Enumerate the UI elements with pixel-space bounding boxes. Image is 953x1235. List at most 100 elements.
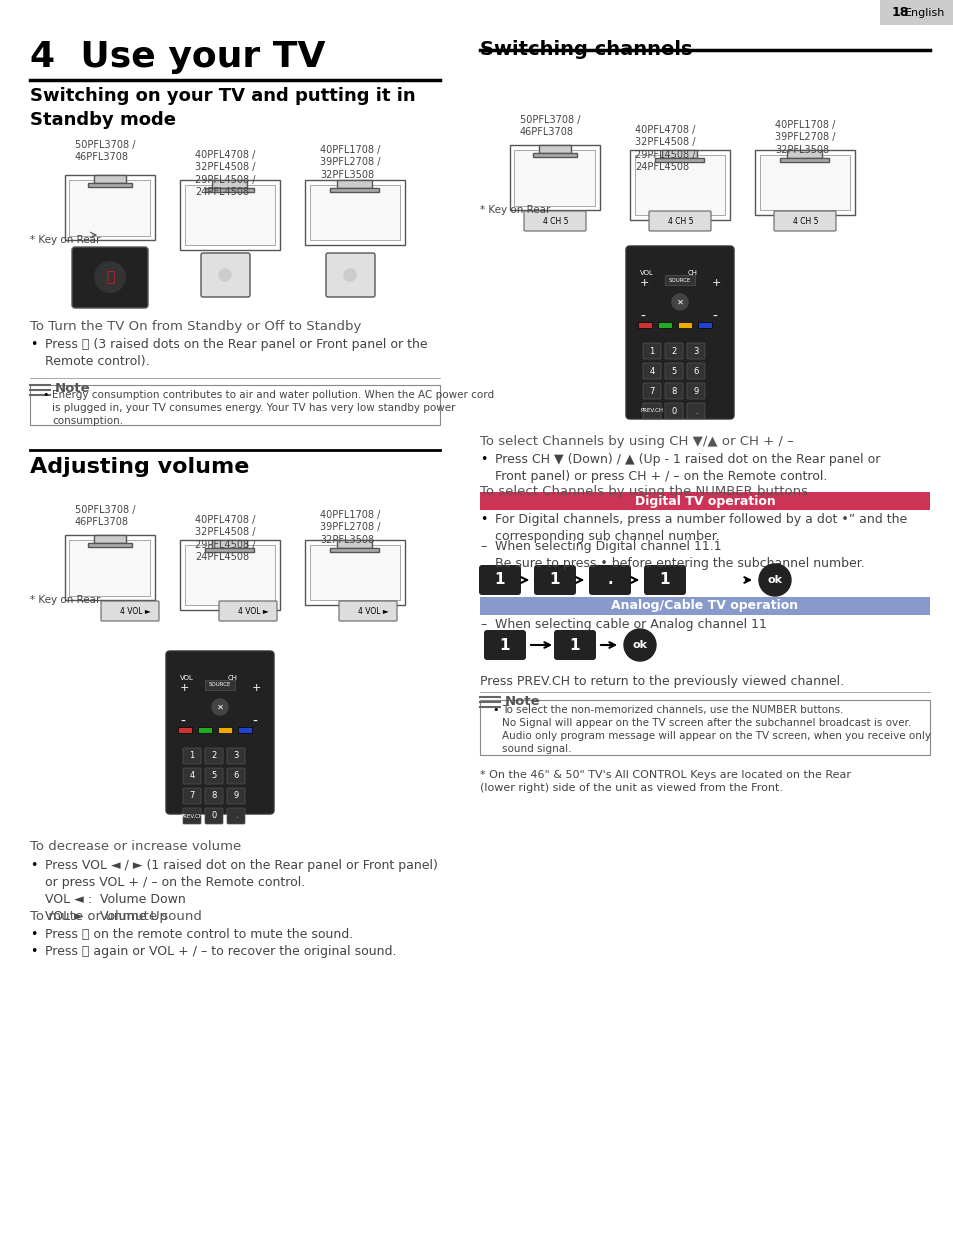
Bar bbox=[635, 156, 724, 215]
Text: PREV.CH: PREV.CH bbox=[180, 814, 203, 819]
Bar bbox=[879, 0, 953, 25]
Bar bbox=[310, 545, 399, 600]
Text: Press 🔇 again or VOL + / – to recover the original sound.: Press 🔇 again or VOL + / – to recover th… bbox=[45, 945, 396, 958]
FancyBboxPatch shape bbox=[625, 246, 733, 419]
Text: VOL: VOL bbox=[639, 270, 653, 275]
Text: 40PFL4708 /
32PFL4508 /
29PFL4508 /
24PFL4508: 40PFL4708 / 32PFL4508 / 29PFL4508 / 24PF… bbox=[635, 125, 695, 172]
Bar bbox=[629, 149, 729, 220]
Text: 6: 6 bbox=[693, 367, 698, 375]
FancyBboxPatch shape bbox=[483, 630, 525, 659]
Text: 40PFL1708 /
39PFL2708 /
32PFL3508: 40PFL1708 / 39PFL2708 / 32PFL3508 bbox=[319, 510, 380, 545]
Bar bbox=[678, 322, 691, 329]
FancyBboxPatch shape bbox=[642, 403, 660, 419]
Text: 50PFL3708 /
46PFL3708: 50PFL3708 / 46PFL3708 bbox=[75, 140, 135, 162]
Bar bbox=[213, 180, 247, 189]
Text: Adjusting volume: Adjusting volume bbox=[30, 457, 249, 477]
FancyBboxPatch shape bbox=[227, 808, 245, 824]
Text: •: • bbox=[30, 338, 37, 351]
FancyBboxPatch shape bbox=[201, 253, 250, 296]
Bar bbox=[205, 189, 254, 193]
Bar bbox=[305, 180, 405, 245]
FancyBboxPatch shape bbox=[101, 601, 159, 621]
Bar bbox=[205, 548, 254, 552]
Text: •: • bbox=[492, 705, 498, 715]
Text: 7: 7 bbox=[189, 792, 194, 800]
Bar bbox=[305, 540, 405, 605]
Text: ✕: ✕ bbox=[216, 703, 223, 711]
FancyBboxPatch shape bbox=[227, 768, 245, 784]
Text: Note: Note bbox=[55, 382, 91, 395]
Bar bbox=[337, 180, 372, 188]
Circle shape bbox=[671, 294, 687, 310]
Bar bbox=[94, 535, 126, 543]
FancyBboxPatch shape bbox=[664, 383, 682, 399]
Text: 1: 1 bbox=[190, 752, 194, 761]
FancyBboxPatch shape bbox=[166, 651, 274, 814]
FancyBboxPatch shape bbox=[686, 343, 704, 359]
Text: 4 VOL ►: 4 VOL ► bbox=[120, 606, 151, 615]
Text: .: . bbox=[606, 573, 612, 588]
Text: .: . bbox=[694, 406, 697, 415]
Text: PREV.CH: PREV.CH bbox=[639, 409, 662, 414]
Bar bbox=[661, 149, 697, 158]
FancyBboxPatch shape bbox=[227, 748, 245, 764]
Bar bbox=[510, 144, 599, 210]
FancyBboxPatch shape bbox=[183, 808, 201, 824]
Text: * Key on Rear: * Key on Rear bbox=[479, 205, 550, 215]
Text: -: - bbox=[639, 310, 644, 324]
FancyBboxPatch shape bbox=[478, 564, 520, 595]
Bar bbox=[330, 188, 379, 191]
FancyBboxPatch shape bbox=[554, 630, 596, 659]
Text: VOL: VOL bbox=[180, 676, 193, 680]
Bar bbox=[178, 727, 192, 734]
Text: 4 VOL ►: 4 VOL ► bbox=[237, 606, 269, 615]
Text: 4: 4 bbox=[190, 772, 194, 781]
Text: CH: CH bbox=[687, 270, 698, 275]
FancyBboxPatch shape bbox=[523, 211, 585, 231]
Text: 6: 6 bbox=[233, 772, 238, 781]
Text: 40PFL1708 /
39PFL2708 /
32PFL3508: 40PFL1708 / 39PFL2708 / 32PFL3508 bbox=[774, 120, 835, 154]
Bar bbox=[65, 175, 154, 240]
Text: 1: 1 bbox=[549, 573, 559, 588]
FancyBboxPatch shape bbox=[686, 363, 704, 379]
Bar bbox=[479, 700, 929, 755]
Circle shape bbox=[344, 269, 355, 282]
Text: Press PREV.CH to return to the previously viewed channel.: Press PREV.CH to return to the previousl… bbox=[479, 676, 843, 688]
Text: * Key on Rear: * Key on Rear bbox=[30, 595, 100, 605]
Text: +: + bbox=[711, 278, 720, 288]
Text: Audio only program message will appear on the TV screen, when you receive only: Audio only program message will appear o… bbox=[501, 731, 930, 741]
Text: sound signal.: sound signal. bbox=[501, 743, 571, 755]
Text: 4 CH 5: 4 CH 5 bbox=[542, 216, 568, 226]
FancyBboxPatch shape bbox=[205, 808, 223, 824]
Text: 5: 5 bbox=[671, 367, 676, 375]
Circle shape bbox=[759, 564, 790, 597]
Text: SOURCE: SOURCE bbox=[668, 278, 691, 283]
Bar bbox=[754, 149, 854, 215]
FancyBboxPatch shape bbox=[664, 363, 682, 379]
Bar bbox=[94, 175, 126, 183]
Text: 1: 1 bbox=[495, 573, 505, 588]
Bar bbox=[538, 144, 570, 153]
Bar bbox=[514, 149, 595, 205]
Circle shape bbox=[623, 629, 656, 661]
Text: Switching channels: Switching channels bbox=[479, 40, 692, 59]
Bar bbox=[185, 185, 274, 245]
FancyBboxPatch shape bbox=[205, 748, 223, 764]
Text: Energy consumption contributes to air and water pollution. When the AC power cor: Energy consumption contributes to air an… bbox=[52, 390, 494, 426]
Bar bbox=[198, 727, 212, 734]
Bar bbox=[786, 149, 821, 158]
Text: 1: 1 bbox=[649, 347, 654, 356]
Bar bbox=[213, 540, 247, 548]
Text: 18: 18 bbox=[891, 6, 908, 20]
Text: To select Channels by using the NUMBER buttons: To select Channels by using the NUMBER b… bbox=[479, 485, 807, 498]
FancyBboxPatch shape bbox=[183, 788, 201, 804]
Bar bbox=[30, 385, 439, 425]
Bar bbox=[658, 322, 671, 329]
FancyBboxPatch shape bbox=[588, 564, 630, 595]
Text: •: • bbox=[479, 453, 487, 466]
Bar bbox=[638, 322, 651, 329]
Text: -: - bbox=[252, 715, 256, 729]
Text: Note: Note bbox=[504, 695, 540, 708]
Text: +: + bbox=[252, 683, 261, 693]
Bar bbox=[330, 548, 379, 552]
